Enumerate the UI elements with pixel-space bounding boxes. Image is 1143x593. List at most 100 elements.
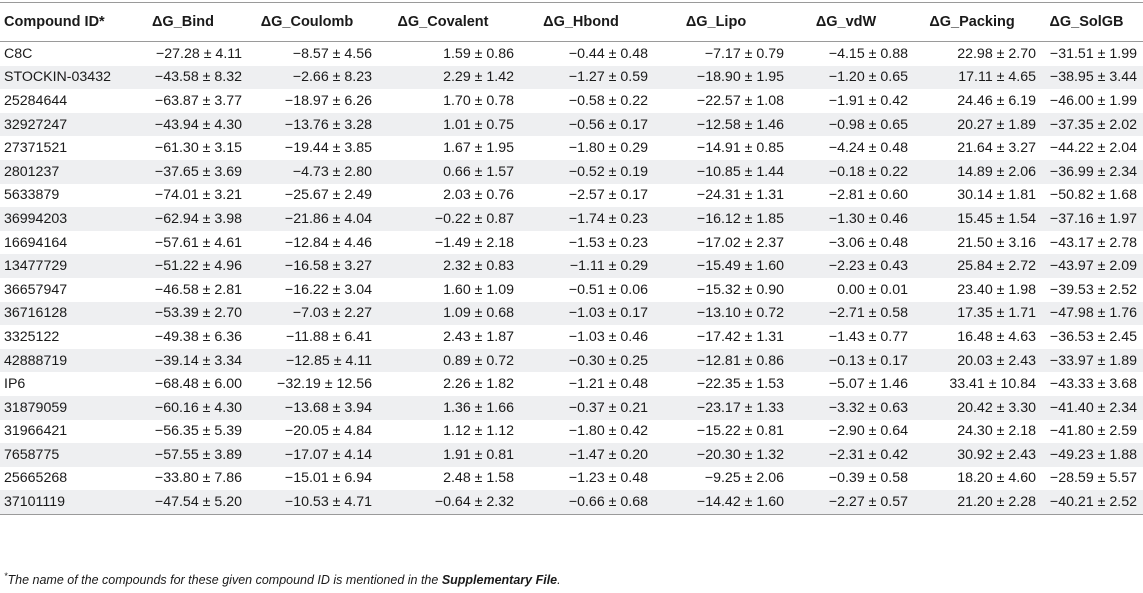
value-cell: 2.26 ± 1.82 <box>443 376 514 393</box>
value-cell: −1.47 ± 0.20 <box>514 443 648 467</box>
value-cell: −3.32 ± 0.63 <box>784 395 908 420</box>
value-cell: 1.59 ± 0.86 <box>443 45 514 62</box>
value-cell: −0.64 ± 2.32 <box>372 490 514 515</box>
table-footnote: *The name of the compounds for these giv… <box>4 571 561 587</box>
value-cell: −15.01 ± 6.94 <box>284 470 372 487</box>
value-cell: −1.80 ± 0.42 <box>568 423 648 440</box>
value-cell: −1.74 ± 0.23 <box>514 207 648 231</box>
value-cell: −13.68 ± 3.94 <box>242 395 372 420</box>
value-cell: 14.89 ± 2.06 <box>908 159 1036 184</box>
value-cell: −44.22 ± 2.04 <box>1049 140 1137 157</box>
table-row: 2801237 −37.65 ± 3.69 −4.73 ± 2.80 0.66 ± 1… <box>0 159 1143 184</box>
column-header: ΔG_Coulomb <box>242 2 372 42</box>
compound-id-cell: 27371521 <box>4 140 68 157</box>
value-cell: 23.40 ± 1.98 <box>957 281 1036 298</box>
value-cell: −12.85 ± 4.11 <box>242 348 372 373</box>
column-header: ΔG_vdW <box>784 2 908 42</box>
value-cell: −16.58 ± 3.27 <box>242 254 372 278</box>
value-cell: −5.07 ± 1.46 <box>828 376 908 393</box>
value-cell: 1.70 ± 0.78 <box>443 92 514 109</box>
value-cell: −16.12 ± 1.85 <box>648 207 784 231</box>
value-cell: −12.58 ± 1.46 <box>648 112 784 137</box>
table-row: 31879059 −60.16 ± 4.30 −13.68 ± 3.94 1.36 ±… <box>0 395 1143 420</box>
value-cell: −51.22 ± 4.96 <box>124 254 242 278</box>
value-cell: −12.81 ± 0.86 <box>648 348 784 373</box>
value-cell: −0.13 ± 0.17 <box>784 348 908 373</box>
value-cell: −62.94 ± 3.98 <box>124 207 242 231</box>
value-cell: −22.57 ± 1.08 <box>696 92 784 109</box>
footnote-emphasis: Supplementary File <box>441 573 558 588</box>
value-cell: 21.50 ± 3.16 <box>957 234 1036 251</box>
compound-id-cell: IP6 <box>4 376 26 393</box>
table-row: C8C −27.28 ± 4.11 −8.57 ± 4.56 1.59 ± 0.86 −… <box>0 42 1143 66</box>
compound-id-cell: 32927247 <box>0 112 124 137</box>
value-cell: −27.28 ± 4.11 <box>155 45 242 62</box>
value-cell: −8.57 ± 4.56 <box>292 45 372 62</box>
value-cell: −31.51 ± 1.99 <box>1049 45 1137 62</box>
value-cell: −20.30 ± 1.32 <box>648 443 784 467</box>
value-cell: −53.39 ± 2.70 <box>124 301 242 326</box>
compound-id-cell: 5633879 <box>4 187 60 204</box>
value-cell: −1.43 ± 0.77 <box>828 328 908 345</box>
value-cell: 2.32 ± 0.83 <box>372 254 514 278</box>
column-header: ΔG_Covalent <box>372 2 514 42</box>
value-cell: 0.89 ± 0.72 <box>372 348 514 373</box>
value-cell: 17.11 ± 4.65 <box>908 65 1036 90</box>
compound-id-cell: 31966421 <box>4 423 68 440</box>
value-cell: 1.09 ± 0.68 <box>372 301 514 326</box>
value-cell: −50.82 ± 1.68 <box>1049 187 1137 204</box>
compound-id-cell: 16694164 <box>4 234 68 251</box>
value-cell: −13.76 ± 3.28 <box>242 112 372 137</box>
value-cell: −13.10 ± 0.72 <box>648 301 784 326</box>
footnote-text: The name of the compounds for these give… <box>7 573 442 588</box>
value-cell: −37.35 ± 2.02 <box>1036 112 1143 137</box>
value-cell: 20.27 ± 1.89 <box>908 112 1036 137</box>
value-cell: −33.97 ± 1.89 <box>1036 348 1143 373</box>
value-cell: −47.54 ± 5.20 <box>124 490 242 515</box>
value-cell: 20.03 ± 2.43 <box>908 348 1036 373</box>
value-cell: 21.64 ± 3.27 <box>957 140 1036 157</box>
value-cell: −60.16 ± 4.30 <box>124 395 242 420</box>
value-cell: −2.66 ± 8.23 <box>242 65 372 90</box>
value-cell: 2.03 ± 0.76 <box>443 187 514 204</box>
table-row: 31966421 −56.35 ± 5.39 −20.05 ± 4.84 1.12 ±… <box>0 420 1143 444</box>
value-cell: −32.19 ± 12.56 <box>277 376 372 393</box>
value-cell: −14.42 ± 1.60 <box>648 490 784 515</box>
value-cell: −3.06 ± 0.48 <box>828 234 908 251</box>
value-cell: −36.53 ± 2.45 <box>1049 328 1137 345</box>
table-header: Compound ID* ΔG_Bind ΔG_Coulomb ΔG_Covalent… <box>0 2 1143 42</box>
table-row: 32927247 −43.94 ± 4.30 −13.76 ± 3.28 1.01 ±… <box>0 112 1143 137</box>
table-row: 5633879 −74.01 ± 3.21 −25.67 ± 2.49 2.03 ± … <box>0 184 1143 208</box>
value-cell: −43.17 ± 2.78 <box>1049 234 1137 251</box>
value-cell: −2.23 ± 0.43 <box>784 254 908 278</box>
table-row: STOCKIN-03432 −43.58 ± 8.32 −2.66 ± 8.23 2.… <box>0 65 1143 90</box>
value-cell: 22.98 ± 2.70 <box>957 45 1036 62</box>
value-cell: −11.88 ± 6.41 <box>285 328 372 345</box>
value-cell: −37.65 ± 3.69 <box>124 159 242 184</box>
value-cell: −38.95 ± 3.44 <box>1036 65 1143 90</box>
value-cell: 18.20 ± 4.60 <box>957 470 1036 487</box>
table-row: 13477729 −51.22 ± 4.96 −16.58 ± 3.27 2.32 ±… <box>0 254 1143 278</box>
column-header: Compound ID* <box>0 2 124 42</box>
value-cell: 15.45 ± 1.54 <box>908 207 1036 231</box>
table-row: 36994203 −62.94 ± 3.98 −21.86 ± 4.04 −0.22 … <box>0 207 1143 231</box>
value-cell: −18.97 ± 6.26 <box>284 92 372 109</box>
value-cell: 1.36 ± 1.66 <box>372 395 514 420</box>
value-cell: −15.32 ± 0.90 <box>696 281 784 298</box>
value-cell: −2.57 ± 0.17 <box>568 187 648 204</box>
value-cell: −1.49 ± 2.18 <box>434 234 514 251</box>
value-cell: −1.91 ± 0.42 <box>828 92 908 109</box>
value-cell: 33.41 ± 10.84 <box>949 376 1036 393</box>
value-cell: −14.91 ± 0.85 <box>696 140 784 157</box>
table-row: 25665268 −33.80 ± 7.86 −15.01 ± 6.94 2.48 ±… <box>0 467 1143 491</box>
value-cell: −1.53 ± 0.23 <box>568 234 648 251</box>
value-cell: −12.84 ± 4.46 <box>284 234 372 251</box>
value-cell: −19.44 ± 3.85 <box>284 140 372 157</box>
compound-id-cell: 36994203 <box>0 207 124 231</box>
compound-id-cell: 25665268 <box>4 470 68 487</box>
value-cell: 1.01 ± 0.75 <box>372 112 514 137</box>
compound-id-cell: 13477729 <box>0 254 124 278</box>
value-cell: −16.22 ± 3.04 <box>284 281 372 298</box>
results-table: Compound ID* ΔG_Bind ΔG_Coulomb ΔG_Covalent… <box>0 2 1143 515</box>
